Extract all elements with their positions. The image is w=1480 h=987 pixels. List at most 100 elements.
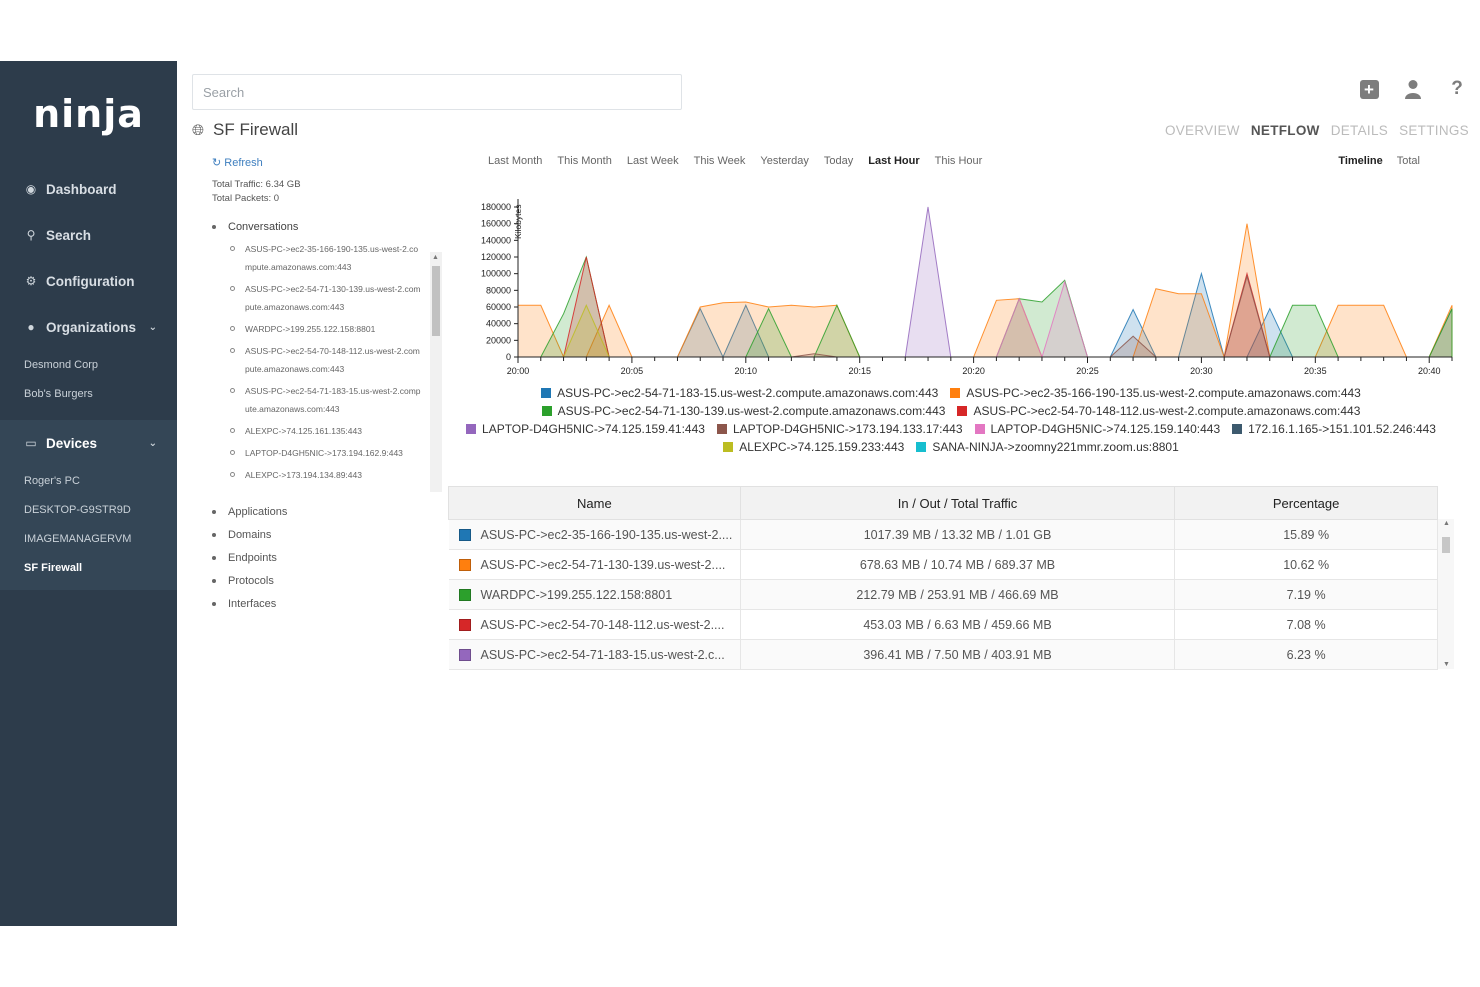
legend-item[interactable]: LAPTOP-D4GH5NIC->173.194.133.17:443 bbox=[716, 420, 963, 438]
table-row[interactable]: ASUS-PC->ec2-35-166-190-135.us-west-2...… bbox=[448, 519, 1438, 550]
tab-netflow[interactable]: NETFLOW bbox=[1250, 123, 1320, 138]
column-header-percentage[interactable]: Percentage bbox=[1174, 486, 1438, 520]
cell-percentage: 7.19 % bbox=[1174, 579, 1438, 610]
sidebar: ninja ◉ Dashboard ⚲ Search ⚙ Configurati… bbox=[0, 61, 177, 926]
conversation-item[interactable]: ALEXPC->173.194.134.89:443 bbox=[212, 466, 442, 484]
sidebar-item-label: Search bbox=[46, 227, 92, 243]
legend-item[interactable]: LAPTOP-D4GH5NIC->74.125.159.140:443 bbox=[974, 420, 1220, 438]
table-row[interactable]: WARDPC->199.255.122.158:8801 212.79 MB / … bbox=[448, 579, 1438, 610]
conversation-item[interactable]: ALEXPC->74.125.161.135:443 bbox=[212, 422, 442, 440]
conversation-item[interactable]: ASUS-PC->ec2-54-70-148-112.us-west-2.com… bbox=[212, 342, 442, 378]
table-row[interactable]: ASUS-PC->ec2-54-71-183-15.us-west-2.c...… bbox=[448, 639, 1438, 670]
conversation-label: ASUS-PC->ec2-54-70-148-112.us-west-2.com… bbox=[245, 346, 420, 374]
circle-icon bbox=[230, 286, 235, 291]
range-today[interactable]: Today bbox=[823, 155, 854, 167]
cell-traffic: 678.63 MB / 10.74 MB / 689.37 MB bbox=[740, 549, 1176, 580]
legend-item[interactable]: ASUS-PC->ec2-54-70-148-112.us-west-2.com… bbox=[957, 402, 1360, 420]
legend-swatch bbox=[1232, 424, 1243, 434]
legend-item[interactable]: ASUS-PC->ec2-35-166-190-135.us-west-2.co… bbox=[950, 384, 1361, 402]
legend-item[interactable]: ASUS-PC->ec2-54-71-183-15.us-west-2.comp… bbox=[541, 384, 938, 402]
legend-item[interactable]: ALEXPC->74.125.159.233:443 bbox=[723, 438, 904, 456]
scrollbar[interactable]: ▲ ▼ bbox=[430, 252, 442, 492]
page-title: SF Firewall bbox=[213, 120, 299, 139]
tree-root-interfaces[interactable]: Interfaces bbox=[212, 592, 287, 615]
sidebar-device-imagemanager[interactable]: IMAGEMANAGERVM bbox=[24, 532, 132, 545]
x-tick-label: 20:20 bbox=[962, 366, 985, 376]
tree-root-protocols[interactable]: Protocols bbox=[212, 569, 287, 592]
scroll-down-icon[interactable]: ▼ bbox=[1443, 661, 1450, 668]
tab-settings[interactable]: SETTINGS bbox=[1399, 123, 1469, 138]
sidebar-org-bobs-burgers[interactable]: Bob's Burgers bbox=[24, 387, 93, 400]
search-input[interactable] bbox=[192, 74, 682, 110]
range-yesterday[interactable]: Yesterday bbox=[760, 155, 809, 167]
conversation-item[interactable]: ASUS-PC->ec2-35-166-190-135.us-west-2.co… bbox=[212, 240, 442, 276]
circle-icon bbox=[230, 472, 235, 477]
scroll-down-icon[interactable]: ▼ bbox=[432, 491, 439, 492]
help-icon[interactable]: ? bbox=[1451, 78, 1463, 99]
circle-icon bbox=[230, 348, 235, 353]
column-header-traffic[interactable]: In / Out / Total Traffic bbox=[739, 486, 1176, 520]
chevron-down-icon[interactable]: ⌄ bbox=[148, 321, 157, 333]
conversation-item[interactable]: ASUS-PC->ec2-54-71-130-139.us-west-2.com… bbox=[212, 280, 442, 316]
range-this-month[interactable]: This Month bbox=[557, 155, 612, 167]
user-icon[interactable] bbox=[1402, 78, 1424, 100]
user-icon: ● bbox=[27, 320, 35, 334]
cell-traffic: 453.03 MB / 6.63 MB / 459.66 MB bbox=[740, 609, 1176, 640]
sidebar-item-organizations[interactable]: ● Organizations ⌄ bbox=[0, 304, 177, 350]
scroll-up-icon[interactable]: ▲ bbox=[432, 254, 439, 261]
sidebar-item-label: Configuration bbox=[46, 273, 135, 289]
y-tick-label: 0 bbox=[506, 352, 511, 362]
y-tick-label: 120000 bbox=[481, 252, 511, 262]
sidebar-item-search[interactable]: ⚲ Search bbox=[0, 212, 177, 258]
sidebar-device-sf-firewall[interactable]: SF Firewall bbox=[24, 561, 83, 574]
column-header-name[interactable]: Name bbox=[448, 486, 741, 520]
view-timeline[interactable]: Timeline bbox=[1338, 155, 1383, 167]
sidebar-item-configuration[interactable]: ⚙ Configuration bbox=[0, 258, 177, 304]
table-row[interactable]: ASUS-PC->ec2-54-70-148-112.us-west-2....… bbox=[448, 609, 1438, 640]
logo[interactable]: ninja bbox=[33, 91, 144, 136]
refresh-button[interactable]: ↻ Refresh bbox=[212, 156, 263, 169]
range-last-month[interactable]: Last Month bbox=[488, 155, 543, 167]
refresh-label: Refresh bbox=[224, 157, 263, 169]
bullet-icon bbox=[212, 578, 216, 583]
sidebar-device-rogers-pc[interactable]: Roger's PC bbox=[24, 474, 80, 487]
tab-overview[interactable]: OVERVIEW bbox=[1164, 123, 1240, 138]
legend-item[interactable]: 172.16.1.165->151.101.52.246:443 bbox=[1232, 420, 1436, 438]
sidebar-item-dashboard[interactable]: ◉ Dashboard bbox=[0, 166, 177, 212]
conversation-item[interactable]: ASUS-PC->ec2-54-71-183-15.us-west-2.comp… bbox=[212, 382, 442, 418]
search-icon: ⚲ bbox=[26, 228, 36, 242]
range-last-hour[interactable]: Last Hour bbox=[868, 155, 920, 167]
y-tick-label: 100000 bbox=[481, 269, 511, 279]
scrollbar-thumb[interactable] bbox=[432, 266, 440, 336]
tree-root-applications[interactable]: Applications bbox=[212, 500, 287, 523]
table-scrollbar[interactable]: ▲ ▼ bbox=[1438, 519, 1454, 669]
legend-item[interactable]: ASUS-PC->ec2-54-71-130-139.us-west-2.com… bbox=[541, 402, 945, 420]
sidebar-org-desmond-corp[interactable]: Desmond Corp bbox=[24, 358, 98, 371]
monitor-icon: ▭ bbox=[25, 436, 37, 450]
conversation-item[interactable]: LAPTOP-D4GH5NIC->173.194.162.9:443 bbox=[212, 444, 442, 462]
scrollbar-thumb[interactable] bbox=[1442, 537, 1450, 553]
legend-label: ALEXPC->74.125.159.233:443 bbox=[739, 440, 905, 454]
conversation-label: ASUS-PC->ec2-35-166-190-135.us-west-2.co… bbox=[245, 244, 419, 272]
row-color-swatch bbox=[458, 648, 471, 661]
range-this-week[interactable]: This Week bbox=[693, 155, 746, 167]
range-this-hour[interactable]: This Hour bbox=[934, 155, 983, 167]
tree-root-conversations[interactable]: Conversations bbox=[212, 220, 442, 234]
sidebar-device-desktop[interactable]: DESKTOP-G9STR9D bbox=[24, 503, 131, 516]
view-total[interactable]: Total bbox=[1396, 155, 1420, 167]
tab-details[interactable]: DETAILS bbox=[1330, 123, 1389, 138]
legend-swatch bbox=[541, 406, 552, 416]
tree-root-endpoints[interactable]: Endpoints bbox=[212, 546, 287, 569]
table-row[interactable]: ASUS-PC->ec2-54-71-130-139.us-west-2....… bbox=[448, 549, 1438, 580]
legend-item[interactable]: SANA-NINJA->zoomny221mmr.zoom.us:8801 bbox=[916, 438, 1179, 456]
range-last-week[interactable]: Last Week bbox=[626, 155, 679, 167]
conversation-item[interactable]: WARDPC->199.255.122.158:8801 bbox=[212, 320, 442, 338]
add-icon[interactable]: + bbox=[1358, 78, 1380, 100]
legend-item[interactable]: LAPTOP-D4GH5NIC->74.125.159.41:443 bbox=[466, 420, 705, 438]
sidebar-item-devices[interactable]: ▭ Devices ⌄ bbox=[0, 420, 177, 466]
tree-root-domains[interactable]: Domains bbox=[212, 523, 287, 546]
scroll-up-icon[interactable]: ▲ bbox=[1443, 520, 1450, 527]
top-icons: + ? bbox=[1358, 78, 1468, 100]
netflow-chart: 0 20000 40000 60000 80000 100000 120000 140000 1… bbox=[481, 199, 1453, 376]
chevron-down-icon[interactable]: ⌄ bbox=[148, 437, 157, 449]
